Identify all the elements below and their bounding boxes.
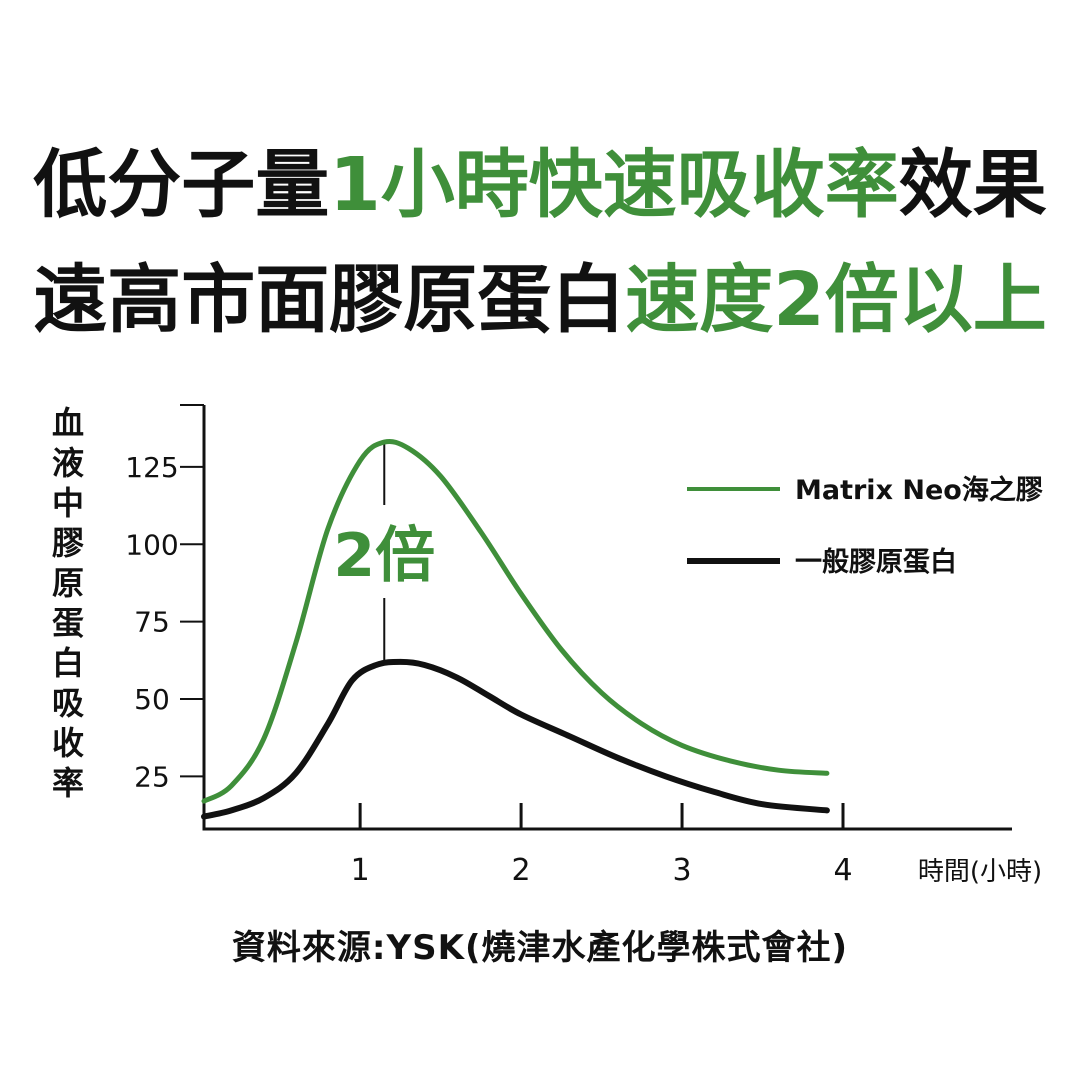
y-tick-label-2: 75 <box>134 606 170 639</box>
title-line-2: 遠高市面膠原蛋白速度2倍以上 <box>0 255 1080 345</box>
y-tick-label-1: 50 <box>134 683 170 716</box>
y-tick-label-3: 100 <box>125 528 178 561</box>
x-axis-label: 時間(小時) <box>918 857 1042 887</box>
series-line-1 <box>201 658 830 820</box>
title-line-2-green: 速度2倍以上 <box>625 257 1047 343</box>
x-tick-label-3: 4 <box>833 853 852 888</box>
title-line-1-end: 效果 <box>898 142 1047 228</box>
source-citation: 資料來源:YSK(燒津水產化學株式會社) <box>231 928 849 968</box>
title-line-2-black: 遠高市面膠原蛋白 <box>33 257 626 343</box>
title-line-1-green: 1小時快速吸收率 <box>329 142 899 228</box>
series-line-0 <box>201 438 830 804</box>
y-tick-label-0: 25 <box>134 760 170 793</box>
x-tick-label-2: 3 <box>672 853 691 888</box>
x-tick-label-0: 1 <box>351 853 370 888</box>
title-line-1-black: 低分子量 <box>33 142 330 228</box>
title-line-1: 低分子量1小時快速吸收率效果 <box>0 140 1080 230</box>
annotation-2x-label: 2倍 <box>333 521 435 591</box>
y-tick-label-4: 125 <box>125 451 178 484</box>
y-axis-label: 血液中膠原蛋白吸收率 <box>52 404 84 802</box>
x-tick-label-1: 2 <box>512 853 531 888</box>
legend-label-0: Matrix Neo海之膠 <box>795 474 1043 506</box>
legend-label-1: 一般膠原蛋白 <box>795 546 957 578</box>
